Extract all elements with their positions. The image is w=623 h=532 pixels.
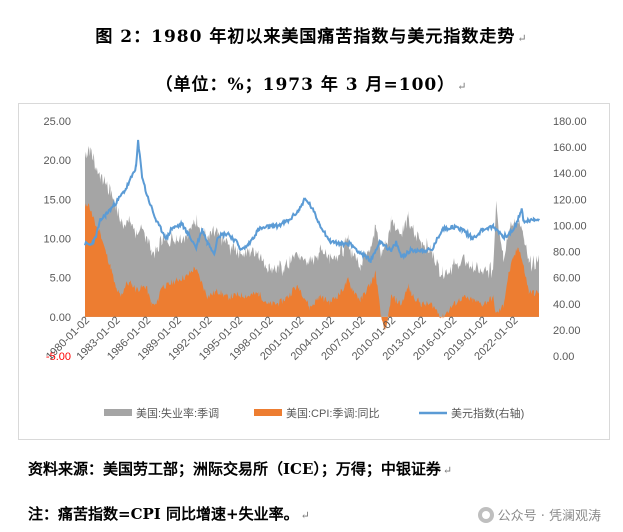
chart-svg: -5.00 0.00 5.00 10.00 15.00 20.00 25.00 0.00 20.…: [43, 116, 587, 420]
dollar-index-line: [84, 139, 540, 264]
watermark: 公众号 · 凭澜观涛: [477, 505, 601, 524]
y-left-tick-label: 20.00: [43, 155, 71, 167]
y-right-tick-label: 20.00: [553, 325, 581, 337]
legend-label: 美国:失业率:季调: [136, 406, 219, 420]
legend-label: 美元指数(右轴): [451, 406, 524, 420]
y-left-tick-label: 15.00: [43, 194, 71, 206]
legend-label: 美国:CPI:季调:同比: [286, 407, 380, 420]
y-right-tick-label: 100.00: [553, 220, 587, 232]
y-left-tick-label: 10.00: [43, 234, 71, 246]
unemployment-area: [85, 146, 539, 317]
y-right-tick-label: 0.00: [553, 351, 574, 363]
y-left-tick-label: -5.00: [46, 351, 71, 363]
return-mark: ↵: [457, 80, 468, 93]
y-left-tick-label: 25.00: [43, 116, 71, 128]
figure-title: 图 2：1980 年初以来美国痛苦指数与美元指数走势 ↵: [95, 27, 528, 47]
y-left-tick-label: 0.00: [50, 312, 71, 324]
y-right-tick-label: 180.00: [553, 116, 587, 128]
return-mark: ↵: [442, 464, 453, 477]
return-mark: ↵: [300, 509, 310, 522]
y-right-tick-label: 80.00: [553, 247, 581, 259]
y-right-tick-label: 140.00: [553, 168, 587, 180]
wechat-icon: [477, 506, 494, 523]
legend-swatch: [104, 409, 132, 416]
legend-swatch: [254, 409, 282, 416]
source-note: 资料来源：美国劳工部；洲际交易所（ICE）；万得；中银证券 ↵: [28, 460, 453, 478]
cpi-area: [85, 203, 539, 331]
y-right-tick-label: 40.00: [553, 299, 581, 311]
y-right-tick-label: 120.00: [553, 194, 587, 206]
chart-container: -5.00 0.00 5.00 10.00 15.00 20.00 25.00 0.00 20.…: [18, 103, 610, 440]
formula-note: 注：痛苦指数=CPI 同比增速+失业率。 ↵: [28, 505, 310, 523]
return-mark: ↵: [517, 32, 528, 45]
figure-subtitle: （单位：%；1973 年 3 月=100） ↵: [155, 75, 468, 95]
y-left-tick-label: 5.00: [50, 273, 71, 285]
y-right-tick-label: 160.00: [553, 142, 587, 154]
y-right-tick-label: 60.00: [553, 273, 581, 285]
